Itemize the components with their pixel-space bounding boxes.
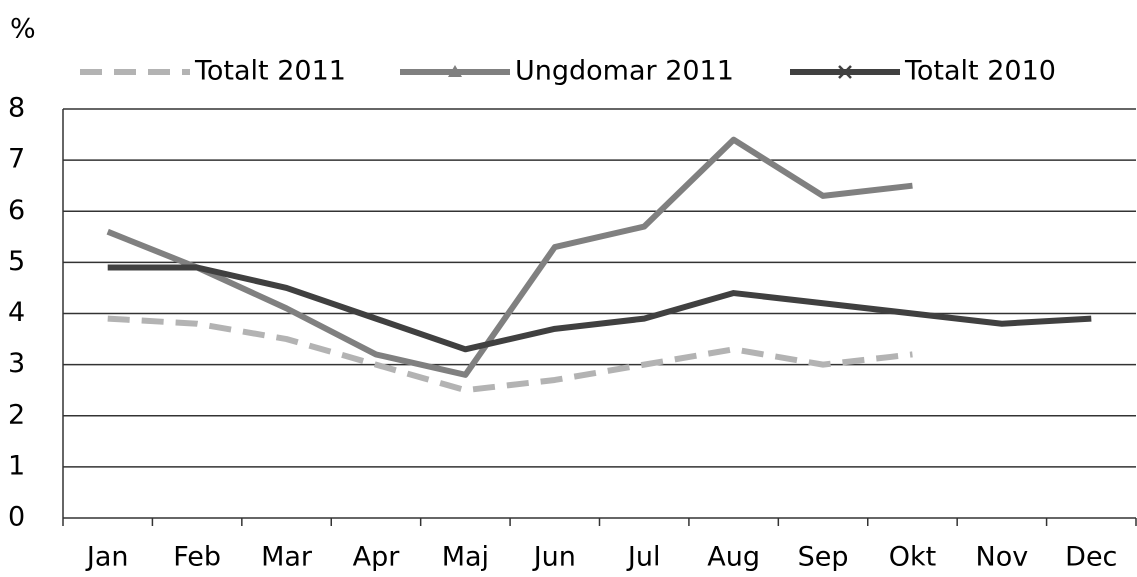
x-tick-label: Okt xyxy=(889,542,936,573)
y-tick-label: 4 xyxy=(8,297,25,328)
x-tick-label: Feb xyxy=(173,542,221,573)
series-line xyxy=(107,315,913,394)
y-tick-label: 0 xyxy=(8,502,25,533)
legend-marker xyxy=(448,65,462,77)
y-tick-label: 1 xyxy=(8,450,25,481)
x-tick-label: Jul xyxy=(626,542,661,573)
legend-label: Totalt 2010 xyxy=(904,56,1056,87)
y-axis-label: % xyxy=(10,14,36,45)
x-tick-label: Jan xyxy=(85,542,129,573)
x-tick-label: Mar xyxy=(261,542,313,573)
y-tick-label: 7 xyxy=(8,144,25,175)
x-tick-label: Jun xyxy=(532,542,576,573)
x-tick-label: Maj xyxy=(442,542,489,573)
x-tick-label: Dec xyxy=(1065,542,1117,573)
y-tick-label: 6 xyxy=(8,195,25,226)
y-tick-label: 5 xyxy=(8,246,25,277)
y-tick-label: 3 xyxy=(8,348,25,379)
y-tick-label: 8 xyxy=(8,93,25,124)
x-tick-label: Apr xyxy=(353,542,401,573)
x-tick-label: Nov xyxy=(976,542,1029,573)
x-tick-label: Aug xyxy=(707,542,760,573)
series-line xyxy=(106,136,913,378)
legend-label: Ungdomar 2011 xyxy=(515,56,734,87)
y-tick-label: 2 xyxy=(8,399,25,430)
legend-label: Totalt 2011 xyxy=(194,56,346,87)
series-line xyxy=(107,264,1092,353)
legend-marker xyxy=(838,65,852,79)
x-tick-label: Sep xyxy=(798,542,849,573)
